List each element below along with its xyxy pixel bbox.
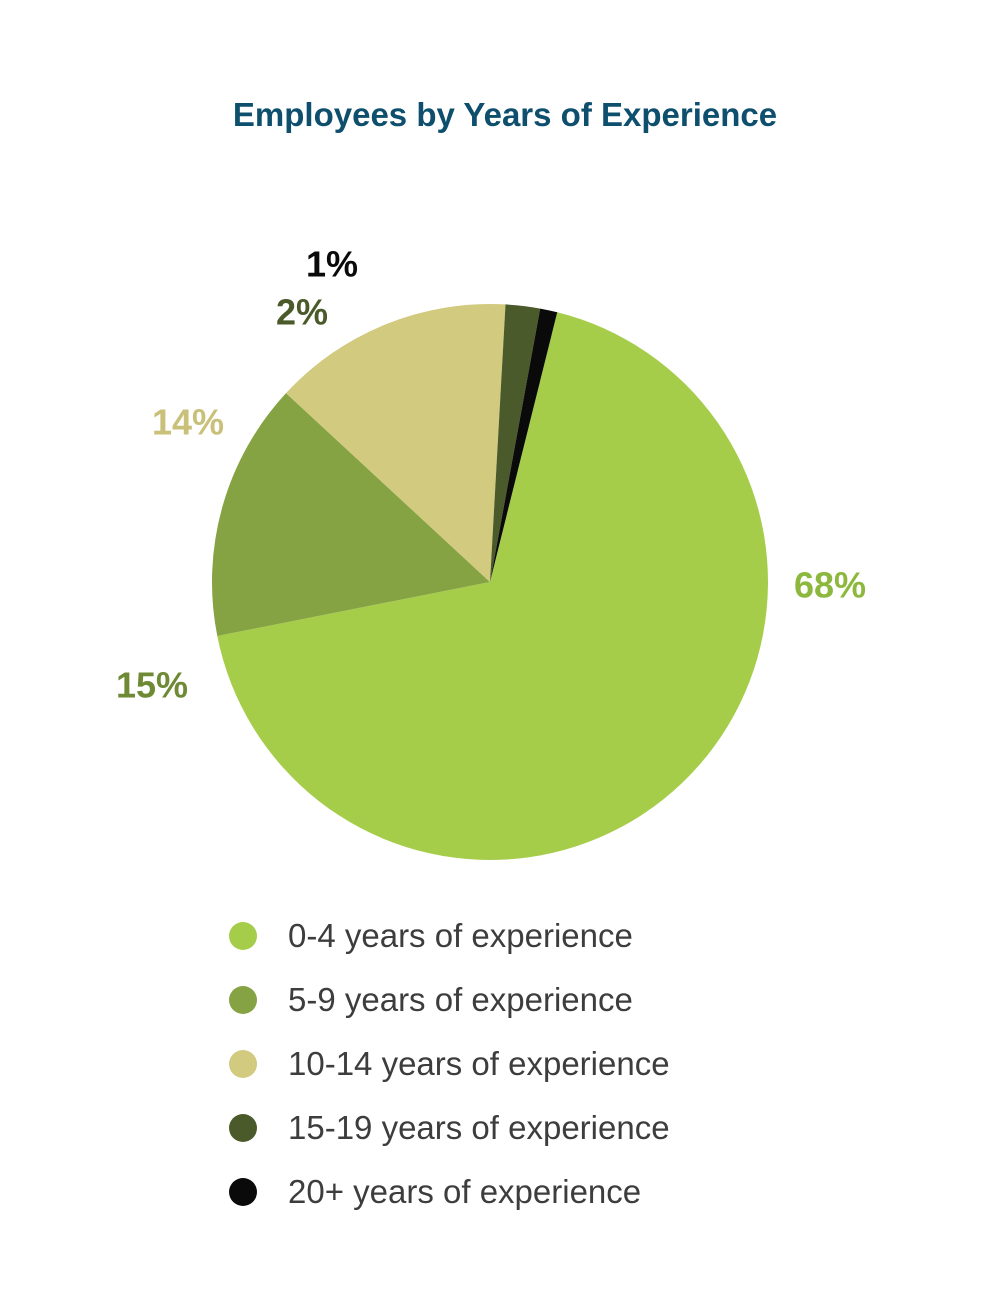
legend-swatch xyxy=(229,1178,257,1206)
legend-label: 10-14 years of experience xyxy=(288,1045,670,1082)
pie-slice xyxy=(211,393,490,636)
slice-value-label: 2% xyxy=(276,292,328,333)
slice-value-label: 15% xyxy=(116,665,188,706)
chart-legend: 0-4 years of experience 5-9 years of exp… xyxy=(229,904,789,1224)
slice-value-label: 68% xyxy=(794,565,866,606)
slice-value-label: 14% xyxy=(152,402,224,443)
legend-item: 20+ years of experience xyxy=(229,1160,789,1224)
legend-swatch xyxy=(229,1114,257,1142)
pie-slice xyxy=(286,303,506,582)
legend-item: 15-19 years of experience xyxy=(229,1096,789,1160)
legend-item: 10-14 years of experience xyxy=(229,1032,789,1096)
chart-title: Employees by Years of Experience xyxy=(232,96,778,133)
legend-label: 5-9 years of experience xyxy=(288,981,633,1018)
legend-swatch xyxy=(229,922,257,950)
legend-label: 0-4 years of experience xyxy=(288,917,633,954)
legend-item: 5-9 years of experience xyxy=(229,968,789,1032)
pie-slice xyxy=(490,304,541,582)
legend-swatch xyxy=(229,1050,257,1078)
legend-swatch xyxy=(229,986,257,1014)
legend-label: 15-19 years of experience xyxy=(288,1109,670,1146)
legend-item: 0-4 years of experience xyxy=(229,904,789,968)
slice-value-label: 1% xyxy=(306,244,358,285)
pie-slice xyxy=(490,308,558,582)
legend-label: 20+ years of experience xyxy=(288,1173,642,1210)
pie-slice xyxy=(217,312,768,861)
